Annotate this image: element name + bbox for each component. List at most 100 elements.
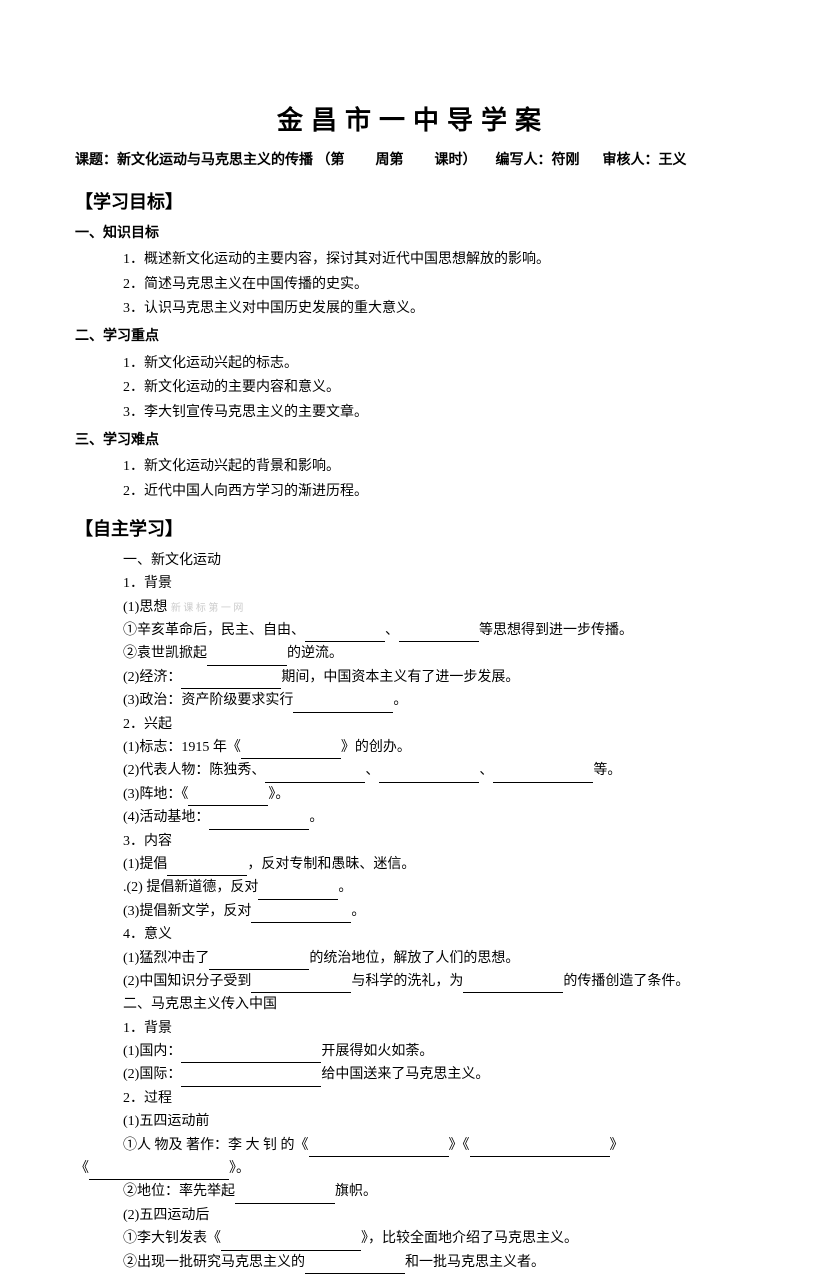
blank-input[interactable]	[493, 767, 593, 783]
part1-heading: 一、新文化运动	[75, 550, 751, 572]
p3-1: (1)提倡 ，反对专制和愚昧、迷信。	[75, 854, 751, 876]
p3-2b: 。	[338, 880, 352, 895]
blank-input[interactable]	[463, 977, 563, 993]
subtitle-mid2: 课时）	[435, 153, 477, 168]
key-point-3: 3．李大钊宣传马克思主义的主要文章。	[75, 402, 751, 424]
blank-input[interactable]	[305, 626, 385, 642]
p3-2: .(2) 提倡新道德，反对。	[75, 877, 751, 899]
p2-3b: 》。	[268, 787, 289, 802]
p1-bg1-2b: 的逆流。	[287, 646, 343, 661]
blank-input[interactable]	[188, 790, 268, 806]
b2-1-2a: ②地位：率先举起	[123, 1184, 235, 1199]
subtitle-line: 课题：新文化运动与马克思主义的传播 （第 周第 课时） 编写人：符刚 审核人：王…	[75, 150, 751, 172]
p3-heading: 3．内容	[75, 831, 751, 853]
b2-2-1a: ①李大钊发表《	[123, 1231, 221, 1246]
blank-input[interactable]	[251, 907, 351, 923]
p1-bg3: (3)政治：资产阶级要求实行。	[75, 690, 751, 712]
difficulty-1: 1．新文化运动兴起的背景和影响。	[75, 456, 751, 478]
blank-input[interactable]	[167, 860, 247, 876]
p1-bg1-label: (1)思想	[123, 600, 167, 615]
p3-3a: (3)提倡新文学，反对	[123, 904, 251, 919]
b2-2-heading: (2)五四运动后	[75, 1205, 751, 1227]
section-learning-goals-header: 【学习目标】	[75, 188, 751, 217]
b2-1-heading: (1)五四运动前	[75, 1111, 751, 1133]
difficulty-2: 2．近代中国人向西方学习的渐进历程。	[75, 481, 751, 503]
blank-input[interactable]	[379, 767, 479, 783]
p1-bg2b: 期间，中国资本主义有了进一步发展。	[281, 670, 519, 685]
b1-heading: 1．背景	[75, 1018, 751, 1040]
p3-1b: ，反对专制和愚昧、迷信。	[247, 857, 415, 872]
blank-input[interactable]	[181, 1071, 321, 1087]
p4-1a: (1)猛烈冲击了	[123, 951, 209, 966]
difficulties-heading: 三、学习难点	[75, 430, 751, 452]
p3-3: (3)提倡新文学，反对 。	[75, 901, 751, 923]
blank-input[interactable]	[235, 1188, 335, 1204]
p2-4a: (4)活动基地：	[123, 810, 209, 825]
p2-1b: 》的创办。	[341, 740, 411, 755]
p2-2a: (2)代表人物：陈独秀、	[123, 763, 265, 778]
blank-input[interactable]	[470, 1141, 610, 1157]
p1-bg-heading: 1．背景	[75, 573, 751, 595]
blank-input[interactable]	[251, 977, 351, 993]
b2-2-1b: 》，比较全面地介绍了马克思主义。	[361, 1231, 578, 1246]
blank-input[interactable]	[209, 954, 309, 970]
p4-2c: 的传播创造了条件。	[563, 974, 689, 989]
p2-3: (3)阵地：《 》。	[75, 784, 751, 806]
p2-2: (2)代表人物：陈独秀、 、 、 等。	[75, 760, 751, 782]
blank-input[interactable]	[89, 1164, 229, 1180]
p1-bg1-2a: ②袁世凯掀起	[123, 646, 207, 661]
key-point-1: 1．新文化运动兴起的标志。	[75, 353, 751, 375]
p2-4b: 。	[309, 810, 323, 825]
b2-1-1c: 》	[610, 1138, 624, 1153]
b2-heading: 2．过程	[75, 1088, 751, 1110]
b2-1-1-line1: ①人 物及 著作：李 大 钊 的《》《》	[75, 1135, 751, 1157]
p1-bg2a: (2)经济：	[123, 670, 181, 685]
blank-input[interactable]	[293, 697, 393, 713]
p4-1: (1)猛烈冲击了 的统治地位，解放了人们的思想。	[75, 948, 751, 970]
blank-input[interactable]	[221, 1235, 361, 1251]
b1-1a: (1)国内：	[123, 1044, 181, 1059]
blank-input[interactable]	[181, 1047, 321, 1063]
b1-1: (1)国内：开展得如火如荼。	[75, 1041, 751, 1063]
b2-1-2: ②地位：率先举起 旗帜。	[75, 1181, 751, 1203]
p3-3b: 。	[351, 904, 365, 919]
b2-2-2b: 和一批马克思主义者。	[405, 1255, 545, 1270]
blank-input[interactable]	[399, 626, 479, 642]
p2-heading: 2．兴起	[75, 714, 751, 736]
p1-bg3b: 。	[393, 693, 407, 708]
knowledge-goal-3: 3．认识马克思主义对中国历史发展的重大意义。	[75, 298, 751, 320]
b1-2: (2)国际：给中国送来了马克思主义。	[75, 1064, 751, 1086]
p4-1b: 的统治地位，解放了人们的思想。	[309, 951, 519, 966]
p2-1: (1)标志：1915 年《》的创办。	[75, 737, 751, 759]
b2-1-1-line2: 《》。	[75, 1158, 751, 1180]
knowledge-goal-1: 1．概述新文化运动的主要内容，探讨其对近代中国思想解放的影响。	[75, 249, 751, 271]
main-title: 金昌市一中导学案	[75, 100, 751, 142]
subtitle-author: 编写人：符刚	[496, 153, 580, 168]
p4-2b: 与科学的洗礼，为	[351, 974, 463, 989]
blank-input[interactable]	[309, 1141, 449, 1157]
p2-2b: 、	[365, 763, 379, 778]
subtitle-reviewer: 审核人：王义	[603, 153, 687, 168]
section-self-study-header: 【自主学习】	[75, 515, 751, 544]
p2-2c: 、	[479, 763, 493, 778]
blank-input[interactable]	[209, 814, 309, 830]
p1-bg1-1c: 等思想得到进一步传播。	[479, 623, 633, 638]
b2-1-2b: 旗帜。	[335, 1184, 377, 1199]
p2-4: (4)活动基地： 。	[75, 807, 751, 829]
key-point-2: 2．新文化运动的主要内容和意义。	[75, 377, 751, 399]
p3-1a: (1)提倡	[123, 857, 167, 872]
subtitle-mid1: 周第	[376, 153, 404, 168]
key-points-heading: 二、学习重点	[75, 326, 751, 348]
b2-2-2a: ②出现一批研究马克思主义的	[123, 1255, 305, 1270]
blank-input[interactable]	[181, 673, 281, 689]
blank-input[interactable]	[241, 743, 341, 759]
blank-input[interactable]	[258, 884, 338, 900]
blank-input[interactable]	[305, 1258, 405, 1274]
blank-input[interactable]	[265, 767, 365, 783]
part2-heading: 二、马克思主义传入中国	[75, 994, 751, 1016]
p2-3a: (3)阵地：《	[123, 787, 188, 802]
blank-input[interactable]	[207, 650, 287, 666]
b2-1-1b: 》《	[449, 1138, 470, 1153]
p2-2d: 等。	[593, 763, 621, 778]
p4-heading: 4．意义	[75, 924, 751, 946]
